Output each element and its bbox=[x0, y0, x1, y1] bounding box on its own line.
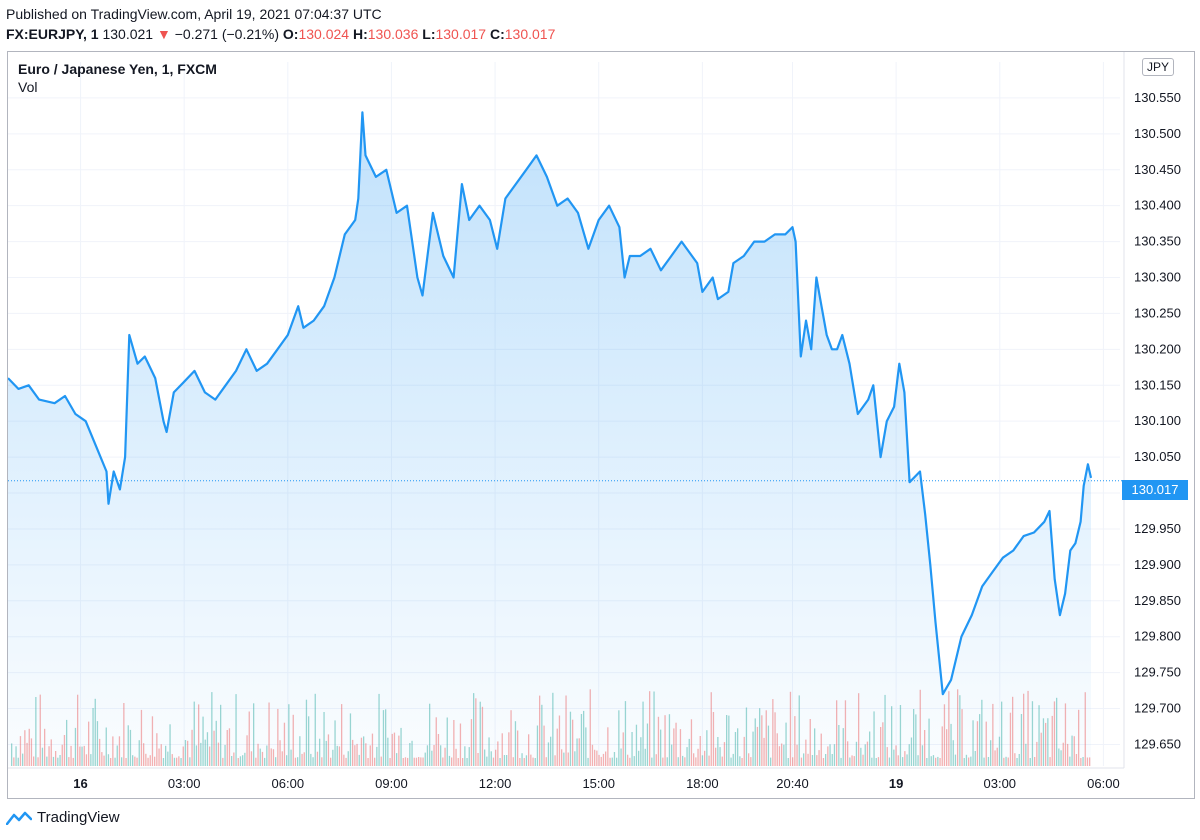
time-tick-label: 20:40 bbox=[776, 776, 809, 791]
price-tick-label: 130.300 bbox=[1134, 270, 1181, 285]
price-tick-label: 130.050 bbox=[1134, 449, 1181, 464]
price-tick-label: 129.900 bbox=[1134, 557, 1181, 572]
symbol-quote-line: FX:EURJPY, 1 130.021 ▼ −0.271 (−0.21%) O… bbox=[6, 26, 555, 42]
high-value: 130.036 bbox=[367, 26, 419, 42]
time-tick-label: 09:00 bbox=[375, 776, 408, 791]
price-tick-label: 129.800 bbox=[1134, 629, 1181, 644]
time-tick-label: 06:00 bbox=[1087, 776, 1120, 791]
time-tick-label: 03:00 bbox=[984, 776, 1017, 791]
last-price: 130.021 bbox=[102, 26, 154, 42]
time-tick-label: 18:00 bbox=[686, 776, 719, 791]
price-tick-label: 130.450 bbox=[1134, 162, 1181, 177]
price-chart[interactable]: 130.550 130.500 130.450 130.400 130.350 130.3… bbox=[8, 52, 1195, 799]
price-tick-label: 130.250 bbox=[1134, 305, 1181, 320]
price-tick-label: 130.150 bbox=[1134, 377, 1181, 392]
close-value: 130.017 bbox=[504, 26, 556, 42]
volume-legend[interactable]: Vol bbox=[18, 79, 38, 95]
tradingview-brand[interactable]: TradingView bbox=[6, 809, 120, 826]
price-tick-label: 130.100 bbox=[1134, 413, 1181, 428]
time-tick-label: 03:00 bbox=[168, 776, 201, 791]
time-tick-label: 19 bbox=[889, 776, 903, 791]
currency-badge[interactable]: JPY bbox=[1142, 58, 1174, 76]
time-axis[interactable]: 16 03:00 06:00 09:00 12:00 15:00 18:00 20:40 19 0… bbox=[8, 767, 1124, 791]
price-tick-label: 130.400 bbox=[1134, 198, 1181, 213]
price-tick-label: 129.950 bbox=[1134, 521, 1181, 536]
brand-name: TradingView bbox=[37, 809, 120, 826]
price-change: −0.271 (−0.21%) bbox=[174, 26, 280, 42]
open-value: 130.024 bbox=[298, 26, 350, 42]
tradingview-logo-icon bbox=[6, 811, 32, 825]
price-axis[interactable]: 130.550 130.500 130.450 130.400 130.350 130.3… bbox=[1123, 52, 1181, 768]
chart-frame[interactable]: 130.550 130.500 130.450 130.400 130.350 130.3… bbox=[7, 51, 1195, 799]
time-tick-label: 12:00 bbox=[479, 776, 512, 791]
price-line bbox=[8, 111, 1093, 696]
time-tick-label: 06:00 bbox=[272, 776, 305, 791]
last-price-tag: 130.017 bbox=[1122, 480, 1188, 500]
price-tick-label: 130.350 bbox=[1134, 234, 1181, 249]
down-arrow-icon: ▼ bbox=[156, 26, 171, 42]
price-tick-label: 129.850 bbox=[1134, 593, 1181, 608]
series-legend-title[interactable]: Euro / Japanese Yen, 1, FXCM bbox=[18, 61, 217, 77]
price-tick-label: 129.700 bbox=[1134, 701, 1181, 716]
low-value: 130.017 bbox=[435, 26, 487, 42]
published-caption: Published on TradingView.com, April 19, … bbox=[6, 6, 382, 22]
price-tick-label: 129.750 bbox=[1134, 665, 1181, 680]
price-area-fill bbox=[8, 112, 1091, 767]
time-tick-label: 16 bbox=[73, 776, 87, 791]
low-label: L: bbox=[422, 26, 436, 42]
symbol-name[interactable]: FX:EURJPY, 1 bbox=[6, 26, 99, 42]
price-tick-label: 130.500 bbox=[1134, 126, 1181, 141]
price-tick-label: 130.200 bbox=[1134, 341, 1181, 356]
time-tick-label: 15:00 bbox=[582, 776, 615, 791]
price-tick-label: 130.550 bbox=[1134, 90, 1181, 105]
close-label: C: bbox=[489, 26, 505, 42]
high-label: H: bbox=[352, 26, 368, 42]
open-label: O: bbox=[282, 26, 299, 42]
price-tick-label: 129.650 bbox=[1134, 736, 1181, 751]
